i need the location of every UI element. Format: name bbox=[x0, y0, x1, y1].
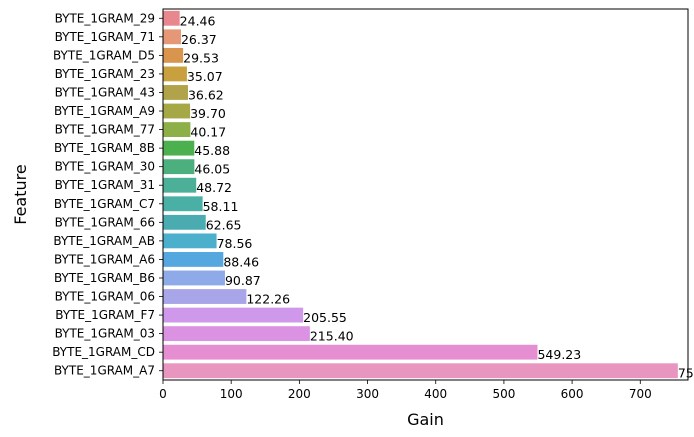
plot-frame bbox=[162, 8, 689, 381]
data-label: 549.23 bbox=[537, 347, 581, 362]
y-tick-label: BYTE_1GRAM_29 bbox=[55, 11, 155, 25]
bar bbox=[163, 289, 247, 304]
bar bbox=[163, 363, 678, 379]
y-tick-label: BYTE_1GRAM_C7 bbox=[54, 197, 155, 211]
bar bbox=[163, 196, 203, 212]
data-label: 215.40 bbox=[310, 329, 354, 344]
data-label: 88.46 bbox=[223, 254, 259, 269]
y-tick-label: BYTE_1GRAM_66 bbox=[55, 215, 155, 229]
bar bbox=[163, 159, 195, 175]
y-tick-label: BYTE_1GRAM_D5 bbox=[53, 48, 155, 62]
data-label: 46.05 bbox=[194, 162, 230, 177]
bar bbox=[163, 85, 188, 100]
y-tick-label: BYTE_1GRAM_F7 bbox=[55, 308, 155, 322]
data-label: 62.65 bbox=[206, 217, 242, 232]
data-label: 90.87 bbox=[225, 273, 261, 288]
data-label: 205.55 bbox=[303, 310, 347, 325]
bars bbox=[163, 10, 678, 379]
data-label: 122.26 bbox=[246, 292, 290, 307]
bar bbox=[163, 326, 310, 342]
bar bbox=[163, 122, 191, 137]
x-tick-label: 200 bbox=[288, 387, 311, 401]
bar bbox=[163, 233, 217, 249]
bar bbox=[163, 29, 181, 45]
y-tick-label: BYTE_1GRAM_31 bbox=[55, 178, 155, 192]
data-label: 39.70 bbox=[190, 106, 226, 121]
x-tick-label: 500 bbox=[492, 387, 515, 401]
x-axis-ticks: 0 100 200 300 400 500 600 700 bbox=[159, 380, 652, 401]
y-tick-label: BYTE_1GRAM_A9 bbox=[54, 104, 155, 118]
x-axis-title: Gain bbox=[407, 410, 444, 429]
bar bbox=[163, 252, 224, 267]
y-axis-title: Feature bbox=[11, 164, 30, 224]
data-label: 35.07 bbox=[187, 69, 223, 84]
y-tick-label: BYTE_1GRAM_43 bbox=[55, 85, 155, 99]
data-label: 24.46 bbox=[180, 13, 216, 28]
y-tick-label: BYTE_1GRAM_B6 bbox=[54, 271, 155, 285]
bar bbox=[163, 177, 197, 193]
x-tick-label: 700 bbox=[629, 387, 652, 401]
y-tick-label: BYTE_1GRAM_06 bbox=[55, 290, 155, 304]
y-tick-label: BYTE_1GRAM_A6 bbox=[54, 252, 155, 266]
data-label: 45.88 bbox=[194, 143, 230, 158]
x-tick-label: 600 bbox=[561, 387, 584, 401]
data-label: 36.62 bbox=[188, 87, 224, 102]
data-label: 78.56 bbox=[217, 236, 253, 251]
y-tick-label: BYTE_1GRAM_03 bbox=[55, 327, 155, 341]
bar bbox=[163, 307, 304, 323]
y-tick-label: BYTE_1GRAM_30 bbox=[55, 160, 155, 174]
data-label: 755.09 bbox=[678, 366, 694, 381]
data-label: 48.72 bbox=[196, 180, 232, 195]
y-tick-label: BYTE_1GRAM_23 bbox=[55, 67, 155, 81]
bar bbox=[163, 214, 206, 230]
y-tick-label: BYTE_1GRAM_A7 bbox=[54, 364, 155, 378]
data-label: 58.11 bbox=[203, 199, 239, 214]
bar bbox=[163, 66, 187, 82]
x-tick-label: 100 bbox=[220, 387, 243, 401]
y-tick-label: BYTE_1GRAM_AB bbox=[53, 234, 155, 248]
bar bbox=[163, 103, 191, 119]
x-tick-label: 400 bbox=[424, 387, 447, 401]
data-labels: 24.46 26.37 29.53 35.07 36.62 39.70 40.17 45.88… bbox=[180, 13, 694, 380]
bar bbox=[163, 344, 538, 360]
x-tick-label: 300 bbox=[356, 387, 379, 401]
data-label: 40.17 bbox=[190, 125, 226, 140]
data-label: 26.37 bbox=[181, 32, 217, 47]
bar bbox=[163, 10, 180, 26]
bar bbox=[163, 47, 184, 63]
y-tick-labels: BYTE_1GRAM_29 BYTE_1GRAM_71 BYTE_1GRAM_D5 B… bbox=[52, 11, 163, 378]
y-tick-label: BYTE_1GRAM_71 bbox=[55, 30, 155, 44]
data-label: 29.53 bbox=[183, 50, 219, 65]
x-tick-label: 0 bbox=[159, 387, 167, 401]
y-tick-label: BYTE_1GRAM_CD bbox=[52, 345, 155, 359]
bar bbox=[163, 140, 195, 156]
y-tick-label: BYTE_1GRAM_8B bbox=[54, 141, 155, 155]
bar bbox=[163, 270, 225, 286]
y-tick-label: BYTE_1GRAM_77 bbox=[55, 123, 155, 137]
